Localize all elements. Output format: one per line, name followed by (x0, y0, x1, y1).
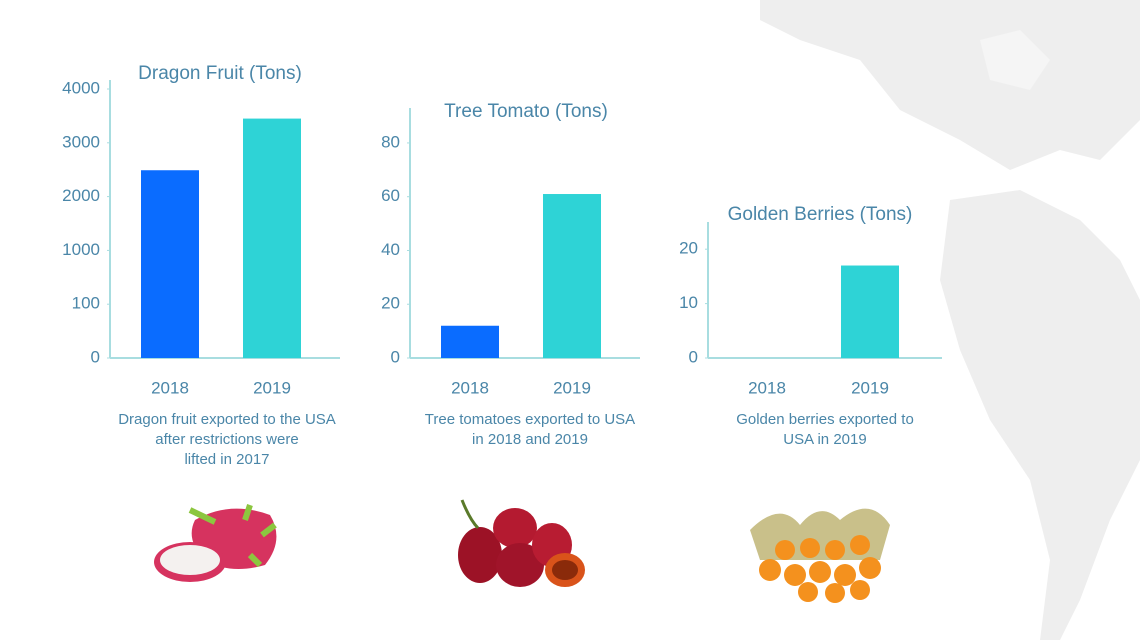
bar (243, 118, 301, 358)
x-tick-label: 2018 (451, 378, 489, 397)
x-tick-label: 2019 (851, 378, 889, 397)
x-tick-label: 2019 (253, 378, 291, 397)
tree-tomato-image (458, 499, 585, 587)
caption: after restrictions were (155, 431, 298, 448)
golden-berries-image (750, 508, 890, 603)
y-tick-label: 80 (381, 132, 400, 151)
caption: Tree tomatoes exported to USA (425, 411, 635, 428)
caption: in 2018 and 2019 (472, 431, 588, 448)
y-tick-label: 60 (381, 186, 400, 205)
world-map-background (760, 0, 1140, 640)
bar (543, 194, 601, 358)
y-tick-label: 20 (679, 239, 698, 258)
y-tick-label: 40 (381, 240, 400, 259)
y-tick-label: 0 (391, 347, 400, 366)
y-tick-label: 10 (679, 293, 698, 312)
caption: Dragon fruit exported to the USA (118, 411, 336, 428)
chart-title: Tree Tomato (Tons) (444, 101, 608, 122)
y-tick-label: 2000 (62, 186, 100, 205)
chart-title: Dragon Fruit (Tons) (138, 63, 302, 84)
y-tick-label: 1000 (62, 240, 100, 259)
y-tick-label: 0 (689, 347, 698, 366)
y-tick-label: 20 (381, 294, 400, 313)
y-tick-label: 3000 (62, 132, 100, 151)
y-tick-label: 4000 (62, 78, 100, 97)
caption: Golden berries exported to (736, 411, 914, 428)
x-tick-label: 2019 (553, 378, 591, 397)
bar (841, 265, 899, 358)
bar (441, 325, 499, 358)
bar (141, 170, 199, 358)
y-tick-label: 100 (72, 294, 100, 313)
dragon-fruit-image (154, 504, 277, 582)
caption: lifted in 2017 (184, 451, 269, 468)
caption: USA in 2019 (783, 431, 866, 448)
chart-title: Golden Berries (Tons) (728, 204, 913, 225)
x-tick-label: 2018 (748, 378, 786, 397)
y-tick-label: 0 (91, 347, 100, 366)
x-tick-label: 2018 (151, 378, 189, 397)
